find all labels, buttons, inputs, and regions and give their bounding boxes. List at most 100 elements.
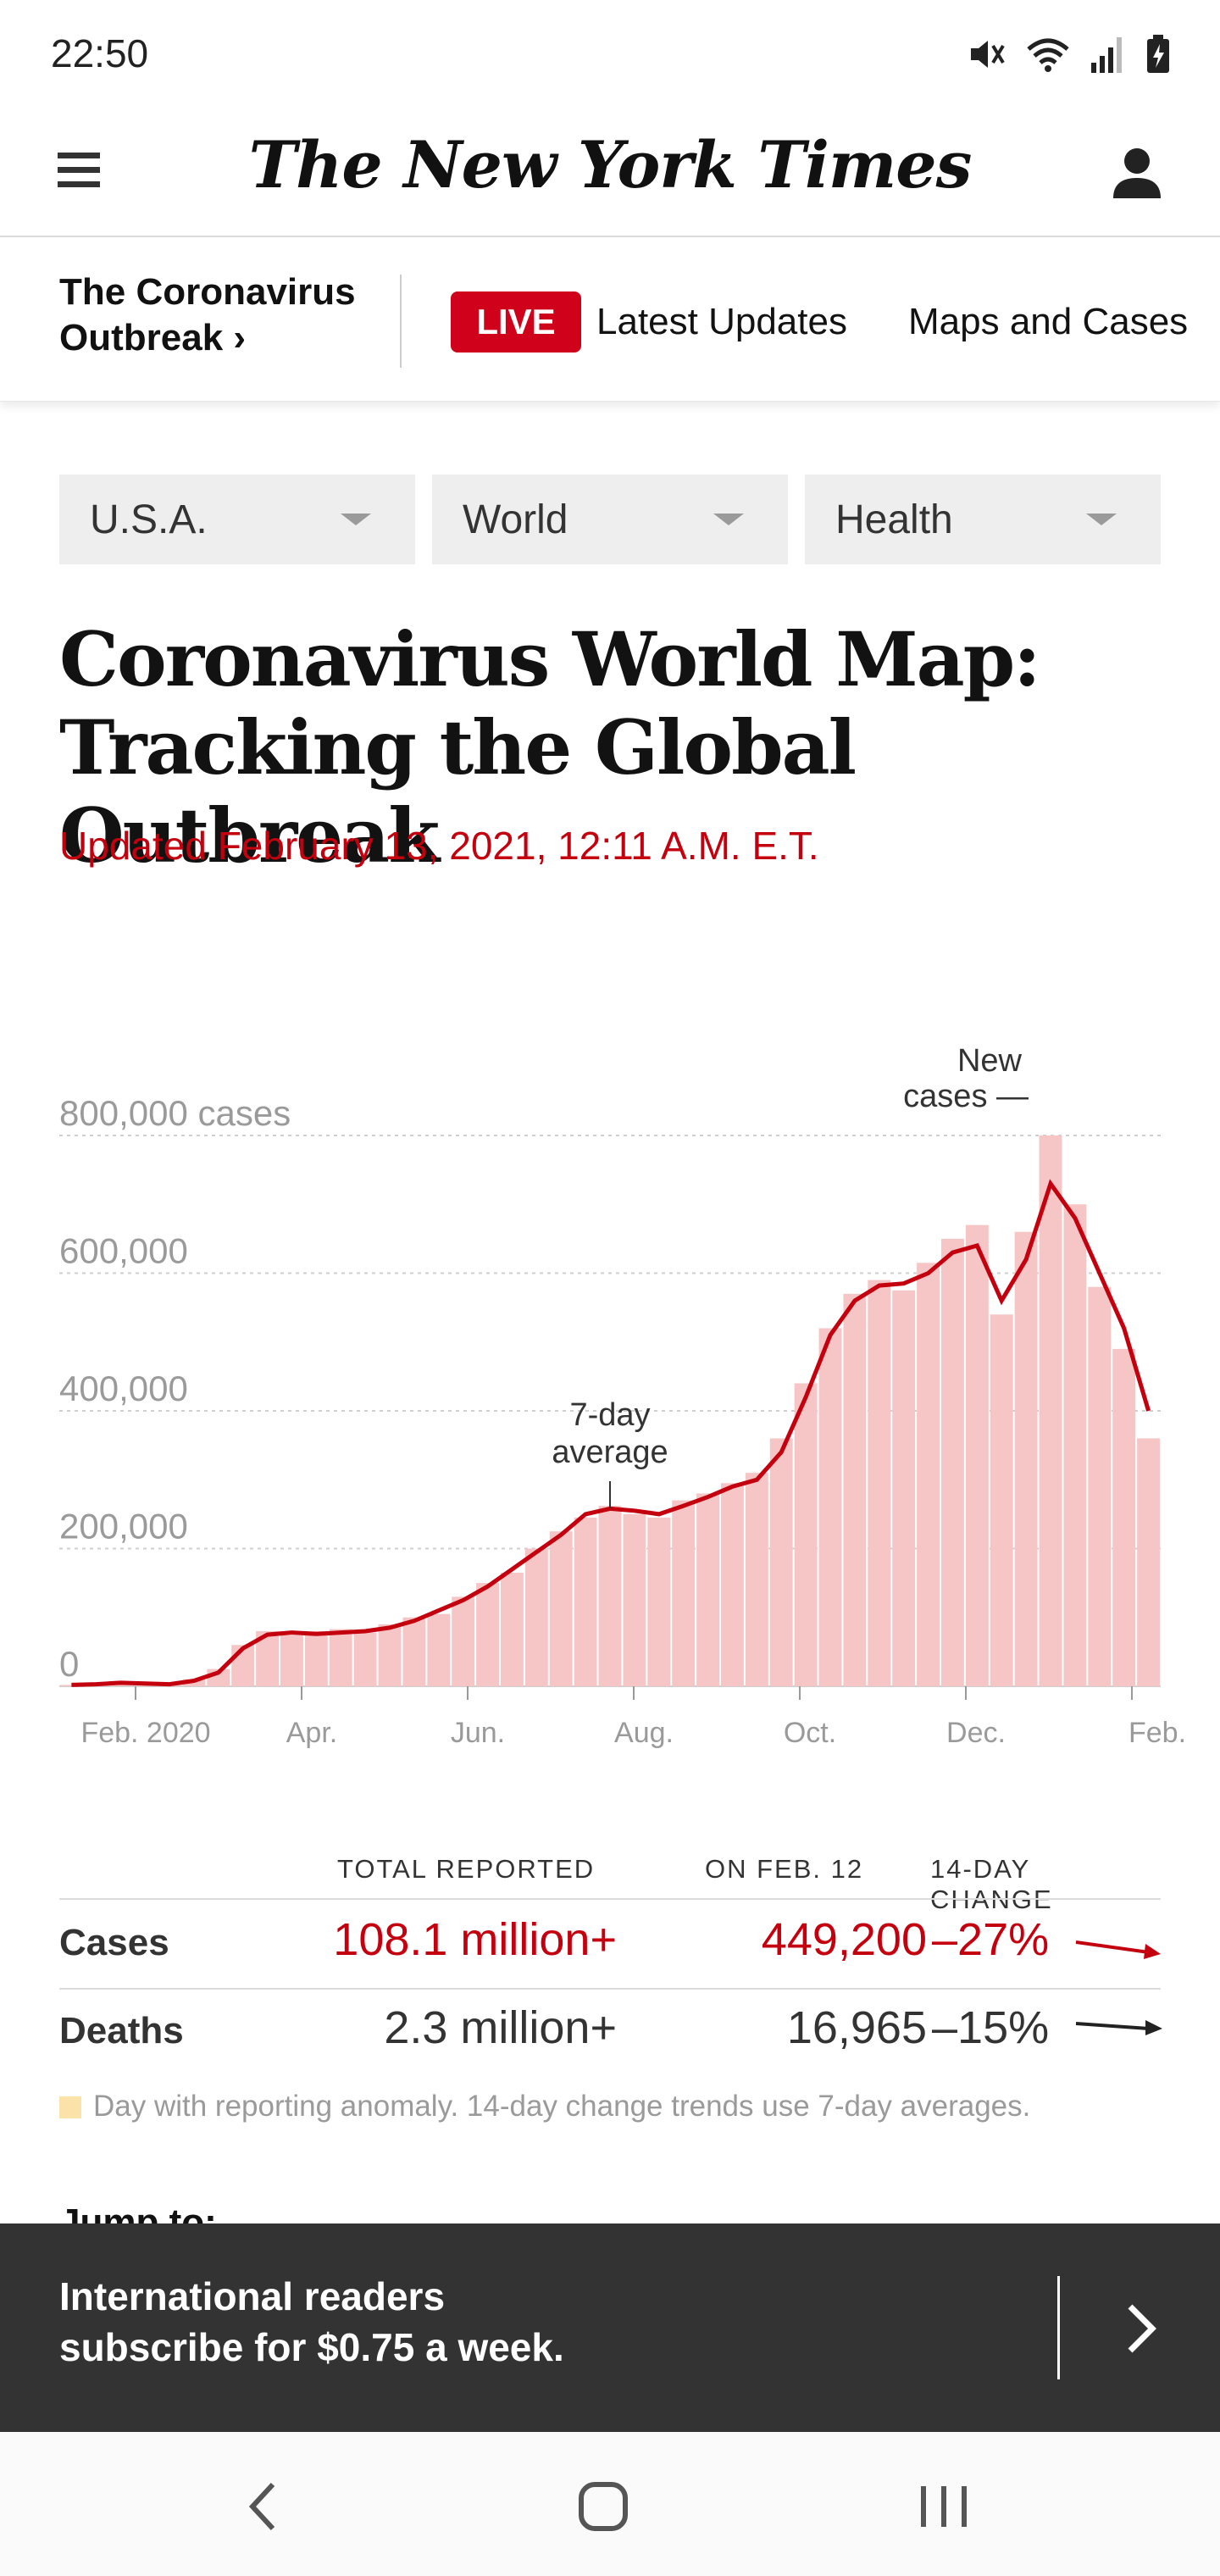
new-cases-bar bbox=[476, 1583, 499, 1686]
nav-divider bbox=[400, 275, 402, 368]
y-tick-label: 600,000 bbox=[59, 1231, 188, 1271]
menu-icon[interactable] bbox=[58, 153, 103, 190]
mute-icon bbox=[971, 41, 1005, 68]
new-cases-bar bbox=[721, 1483, 744, 1686]
masthead: The New York Times bbox=[0, 110, 1220, 237]
x-tick-label: Feb. bbox=[1128, 1717, 1186, 1749]
new-cases-bar bbox=[965, 1224, 989, 1686]
new-cases-bar bbox=[329, 1629, 352, 1686]
x-tick-label: Oct. bbox=[784, 1717, 836, 1749]
x-tick-label: Dec. bbox=[946, 1717, 1006, 1749]
new-cases-bar bbox=[868, 1280, 891, 1686]
new-cases-bar bbox=[745, 1473, 768, 1686]
new-cases-bar bbox=[574, 1517, 597, 1686]
back-icon[interactable] bbox=[230, 2473, 298, 2540]
status-time: 22:50 bbox=[51, 31, 149, 75]
y-tick-label: 400,000 bbox=[59, 1368, 188, 1408]
new-cases-bar bbox=[917, 1263, 940, 1686]
banner-text: International readers subscribe for $0.7… bbox=[59, 2271, 974, 2373]
new-cases-bar bbox=[378, 1624, 402, 1686]
average-annotation-line-1: 7-day bbox=[569, 1397, 650, 1433]
maps-and-cases-link[interactable]: Maps and Cases bbox=[908, 301, 1189, 342]
chevron-down-icon bbox=[1086, 514, 1117, 525]
new-cases-bar bbox=[280, 1635, 303, 1686]
signal-icon bbox=[1091, 37, 1122, 73]
col-header-total: TOTAL REPORTED bbox=[337, 1854, 596, 1884]
footnote-text: Day with reporting anomaly. 14-day chang… bbox=[93, 2090, 1031, 2123]
new-cases-bar bbox=[353, 1632, 377, 1686]
recent-apps-icon[interactable] bbox=[910, 2473, 978, 2540]
cases-change: –27% bbox=[932, 1914, 1050, 1965]
nyt-logo[interactable]: The New York Times bbox=[248, 127, 973, 203]
new-cases-bar bbox=[769, 1438, 793, 1686]
deaths-on-date: 16,965 bbox=[786, 2002, 927, 2053]
table-rule bbox=[59, 1988, 1161, 1990]
chevron-right-icon[interactable] bbox=[1115, 2295, 1166, 2362]
new-cases-bar bbox=[794, 1383, 818, 1686]
row-label: Deaths bbox=[59, 2010, 184, 2051]
dropdown-world[interactable]: World bbox=[432, 475, 788, 564]
y-tick-label: 800,000 cases bbox=[59, 1093, 291, 1133]
seven-day-average-line bbox=[71, 1179, 1151, 1687]
y-tick-label: 200,000 bbox=[59, 1507, 188, 1546]
new-cases-bar bbox=[672, 1500, 696, 1686]
anomaly-swatch bbox=[59, 2096, 81, 2118]
new-cases-bar bbox=[1014, 1231, 1038, 1686]
cases-on-date: 449,200 bbox=[761, 1914, 927, 1965]
new-cases-bar bbox=[501, 1572, 524, 1686]
x-tick-label: Aug. bbox=[614, 1717, 674, 1749]
banner-line-2: subscribe for $0.75 a week. bbox=[59, 2325, 564, 2369]
table-rule bbox=[59, 1898, 1161, 1900]
banner-line-1: International readers bbox=[59, 2274, 446, 2318]
new-cases-bar bbox=[1088, 1286, 1112, 1686]
updated-timestamp: Updated February 13, 2021, 12:11 A.M. E.… bbox=[59, 824, 819, 868]
banner-divider bbox=[1057, 2276, 1060, 2379]
new-cases-bar bbox=[452, 1596, 475, 1686]
cases-chart: 800,000 cases 600,000 400,000 200,000 0 Feb.… bbox=[0, 1017, 1220, 1763]
new-cases-bar bbox=[1039, 1135, 1062, 1686]
dropdown-label: U.S.A. bbox=[90, 497, 208, 542]
dropdown-label: World bbox=[463, 497, 568, 542]
new-cases-bar bbox=[1112, 1348, 1136, 1686]
new-cases-bar bbox=[1063, 1204, 1087, 1686]
y-tick-label: 0 bbox=[59, 1644, 79, 1684]
dropdown-usa[interactable]: U.S.A. bbox=[59, 475, 415, 564]
new-cases-bar bbox=[990, 1314, 1013, 1686]
section-nav: The Coronavirus Outbreak › LIVE Latest U… bbox=[0, 239, 1220, 402]
deaths-total: 2.3 million+ bbox=[384, 2002, 617, 2053]
dropdown-health[interactable]: Health bbox=[805, 475, 1161, 564]
dropdown-label: Health bbox=[835, 497, 953, 542]
col-header-on-date: ON FEB. 12 bbox=[705, 1854, 864, 1884]
average-annotation-line-2: average bbox=[552, 1435, 668, 1470]
subscribe-banner[interactable]: International readers subscribe for $0.7… bbox=[0, 2223, 1220, 2432]
headline-line-1: Coronavirus World Map: bbox=[59, 615, 1041, 703]
new-cases-bar bbox=[1137, 1438, 1160, 1686]
x-tick-label: Jun. bbox=[451, 1717, 505, 1749]
live-badge[interactable]: LIVE bbox=[451, 291, 581, 353]
deaths-change: –15% bbox=[932, 2002, 1050, 2053]
new-cases-bar bbox=[818, 1328, 842, 1686]
chevron-down-icon bbox=[713, 514, 744, 525]
chevron-down-icon bbox=[341, 514, 371, 525]
new-cases-bar bbox=[623, 1513, 646, 1686]
account-icon[interactable] bbox=[1106, 142, 1167, 203]
new-cases-bar bbox=[549, 1531, 573, 1686]
new-cases-bar bbox=[696, 1493, 719, 1686]
system-nav-bar bbox=[0, 2432, 1220, 2576]
trend-down-arrow-icon bbox=[1075, 1940, 1161, 1959]
latest-updates-link[interactable]: Latest Updates bbox=[596, 301, 847, 342]
new-cases-bar bbox=[892, 1290, 916, 1686]
battery-icon bbox=[1147, 35, 1169, 73]
wifi-icon bbox=[1027, 38, 1069, 72]
new-cases-bar bbox=[231, 1645, 255, 1686]
chart-footnote: Day with reporting anomaly. 14-day chang… bbox=[59, 2088, 1030, 2125]
article-headline: Coronavirus World Map: Tracking the Glob… bbox=[59, 615, 1161, 880]
new-cases-annotation-line-2: cases — bbox=[903, 1079, 1029, 1114]
new-cases-bar bbox=[524, 1548, 548, 1686]
home-icon[interactable] bbox=[569, 2473, 637, 2540]
cases-total: 108.1 million+ bbox=[333, 1914, 617, 1965]
col-header-change: 14-DAY CHANGE bbox=[930, 1854, 1053, 1914]
new-cases-bar bbox=[843, 1293, 867, 1686]
section-title-link[interactable]: The Coronavirus Outbreak › bbox=[59, 271, 356, 358]
new-cases-bar bbox=[402, 1617, 426, 1686]
